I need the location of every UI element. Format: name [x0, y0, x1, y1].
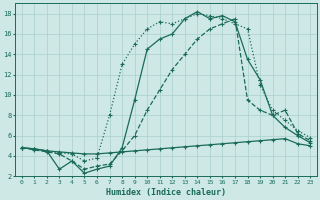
X-axis label: Humidex (Indice chaleur): Humidex (Indice chaleur): [106, 188, 226, 197]
